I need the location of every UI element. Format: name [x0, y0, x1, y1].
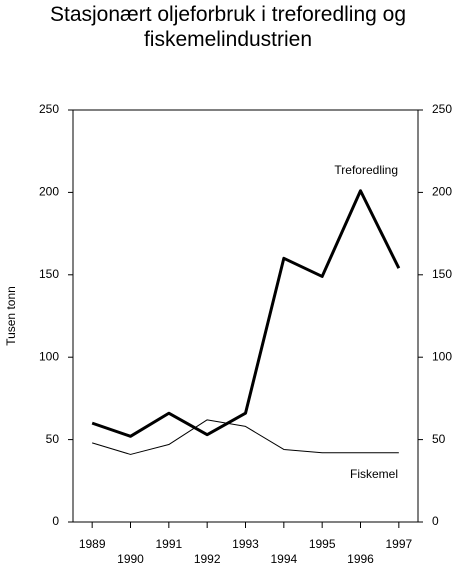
y2-tick-label: 0	[432, 514, 439, 528]
y-tick-label: 50	[46, 432, 60, 446]
y-tick-label: 250	[39, 102, 59, 116]
x-tick-label: 1996	[347, 552, 374, 566]
y-tick-label: 100	[39, 349, 59, 363]
chart-title: Stasjonært oljeforbruk i treforedling og…	[49, 3, 406, 51]
series-line	[92, 419, 399, 455]
y2-tick-label: 100	[432, 349, 452, 363]
series-line	[91, 189, 401, 438]
series-label: Treforedling	[334, 163, 398, 177]
y-tick-label: 150	[39, 267, 59, 281]
y2-tick-label: 200	[432, 185, 452, 199]
y2-tick-label: 50	[432, 432, 446, 446]
y2-tick-label: 250	[432, 102, 452, 116]
x-tick-label: 1990	[117, 552, 144, 566]
y-tick-label: 200	[39, 185, 59, 199]
x-tick-label: 1993	[232, 537, 259, 551]
y-tick-label: 0	[52, 514, 59, 528]
x-tick-label: 1997	[385, 537, 412, 551]
x-tick-label: 1991	[155, 537, 182, 551]
x-tick-label: 1995	[309, 537, 336, 551]
series-label: Fiskemel	[350, 467, 398, 481]
y2-tick-label: 150	[432, 267, 452, 281]
x-tick-label: 1989	[79, 537, 106, 551]
x-tick-label: 1994	[270, 552, 297, 566]
y-axis-label: Tusen tonn	[4, 286, 18, 346]
x-tick-label: 1992	[194, 552, 221, 566]
